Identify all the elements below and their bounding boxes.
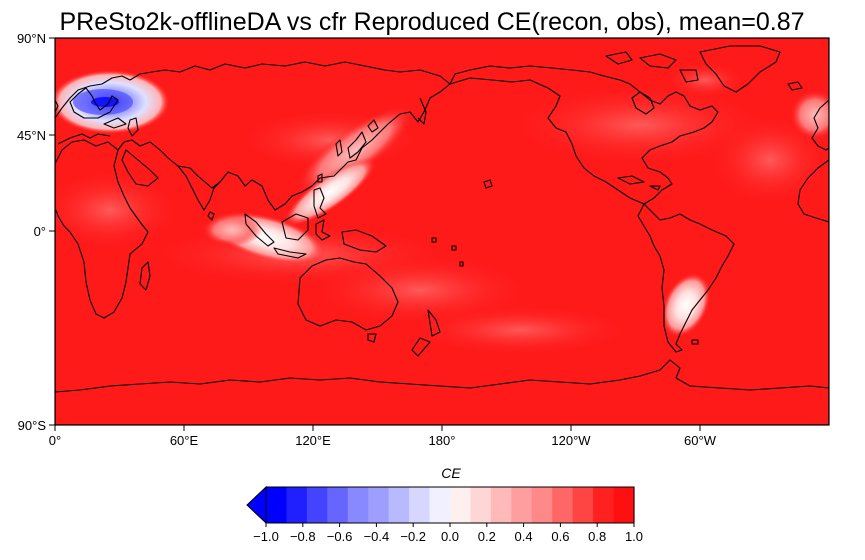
lon-tick-label: 120°E: [295, 433, 331, 448]
lat-tick-label: 0°: [34, 224, 46, 239]
lat-tick-label: 45°N: [17, 128, 46, 143]
lat-tick-label: 90°N: [17, 31, 46, 46]
colorbar-tick-label: −0.2: [400, 529, 426, 544]
colorbar: CE −1.0 −0.8 −0.6 −0.4 −0.2 0.0 0.2 0.4 0.6 0.8 1.…: [246, 465, 643, 544]
colorbar-cell: [429, 487, 451, 523]
colorbar-tick-label: 0.6: [551, 529, 569, 544]
colorbar-cell: [572, 487, 594, 523]
colorbar-cell: [368, 487, 390, 523]
colorbar-cell: [470, 487, 492, 523]
lon-tick-label: 60°W: [684, 433, 717, 448]
colorbar-tick-label: −0.8: [290, 529, 316, 544]
colorbar-cell: [266, 487, 288, 523]
ce-map: [55, 38, 829, 425]
colorbar-label: CE: [441, 465, 461, 481]
colorbar-tick-label: 0.0: [441, 529, 459, 544]
colorbar-tick-label: 1.0: [625, 529, 643, 544]
figure-title: PReSto2k-offlineDA vs cfr Reproduced CE(…: [59, 8, 804, 36]
colorbar-tick-label: −1.0: [253, 529, 279, 544]
colorbar-cell: [286, 487, 308, 523]
colorbar-cell: [327, 487, 349, 523]
lon-tick-label: 0°: [49, 433, 61, 448]
colorbar-cell: [613, 487, 635, 523]
colorbar-cell: [388, 487, 410, 523]
colorbar-cell: [409, 487, 431, 523]
lat-tick-label: 90°S: [18, 418, 47, 433]
colorbar-cell: [593, 487, 615, 523]
colorbar-cell: [306, 487, 328, 523]
colorbar-cell: [531, 487, 553, 523]
colorbar-tick-label: −0.4: [364, 529, 390, 544]
lon-axis: 0° 60°E 120°E 180° 120°W 60°W: [49, 425, 717, 448]
colorbar-ticks: −1.0 −0.8 −0.6 −0.4 −0.2 0.0 0.2 0.4 0.6 0.8 1.0: [253, 523, 643, 544]
colorbar-cell: [511, 487, 533, 523]
lon-tick-label: 60°E: [170, 433, 199, 448]
colorbar-tick-label: 0.8: [588, 529, 606, 544]
colorbar-cell: [450, 487, 472, 523]
coastlines: [55, 45, 829, 393]
colorbar-cell: [347, 487, 369, 523]
colorbar-tick-label: 0.2: [478, 529, 496, 544]
lon-tick-label: 180°: [429, 433, 456, 448]
colorbar-tick-label: −0.6: [327, 529, 353, 544]
colorbar-cells: [266, 487, 635, 523]
colorbar-cell: [490, 487, 512, 523]
colorbar-tick-label: 0.4: [515, 529, 533, 544]
lon-tick-label: 120°W: [551, 433, 591, 448]
colorbar-extend-arrow: [246, 485, 267, 525]
colorbar-cell: [552, 487, 574, 523]
lat-axis: 90°N 45°N 0° 90°S: [17, 31, 55, 433]
skill-shading: [55, 62, 829, 355]
